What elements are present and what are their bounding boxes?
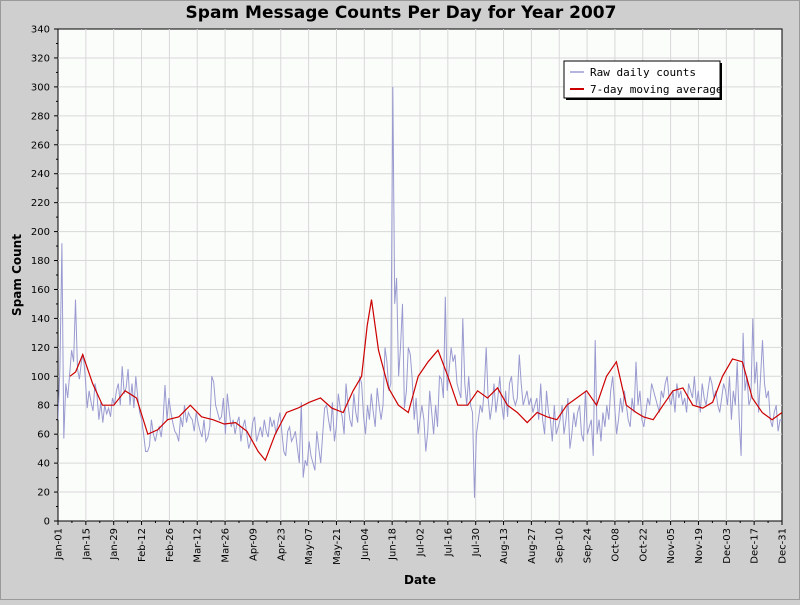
y-tick-label: 0 xyxy=(44,517,50,528)
x-tick-label: Jul-02 xyxy=(416,528,427,557)
y-tick-label: 320 xyxy=(31,53,50,64)
x-tick-label: Dec-31 xyxy=(778,528,789,564)
y-tick-label: 260 xyxy=(31,140,50,151)
x-tick-label: Jan-01 xyxy=(54,528,65,561)
x-tick-label: May-21 xyxy=(332,528,343,565)
x-tick-label: Dec-17 xyxy=(750,528,761,564)
x-tick-label: Aug-27 xyxy=(527,528,538,564)
y-tick-label: 100 xyxy=(31,372,50,383)
y-tick-label: 40 xyxy=(37,459,50,470)
x-tick-label: Feb-12 xyxy=(137,528,148,562)
y-tick-label: 340 xyxy=(31,25,50,36)
x-tick-label: Jan-15 xyxy=(81,528,92,561)
y-tick-label: 240 xyxy=(31,169,50,180)
y-tick-label: 200 xyxy=(31,227,50,238)
x-tick-label: Aug-13 xyxy=(499,528,510,564)
y-tick-label: 160 xyxy=(31,285,50,296)
y-tick-label: 20 xyxy=(37,488,50,499)
legend-label: 7-day moving average xyxy=(590,83,722,96)
x-tick-label: Jun-18 xyxy=(388,528,399,561)
y-tick-label: 140 xyxy=(31,314,50,325)
x-tick-label: Sep-10 xyxy=(555,528,566,563)
x-tick-label: Nov-19 xyxy=(694,528,705,564)
y-tick-label: 280 xyxy=(31,111,50,122)
x-tick-label: Oct-08 xyxy=(610,528,621,562)
x-tick-label: Dec-03 xyxy=(722,528,733,564)
x-tick-label: May-07 xyxy=(304,528,315,565)
x-tick-label: Mar-26 xyxy=(221,528,232,563)
legend-box xyxy=(563,60,721,99)
series-7-day-moving-average xyxy=(69,299,782,462)
y-tick-label: 60 xyxy=(37,430,50,441)
x-tick-label: Mar-12 xyxy=(193,528,204,563)
x-tick-label: Jul-30 xyxy=(471,528,482,557)
x-tick-label: Sep-24 xyxy=(583,528,594,563)
y-tick-label: 180 xyxy=(31,256,50,267)
x-tick-label: Jul-16 xyxy=(443,528,454,557)
legend-label: Raw daily counts xyxy=(590,66,696,79)
x-tick-label: Nov-05 xyxy=(666,528,677,564)
y-tick-label: 220 xyxy=(31,198,50,209)
x-tick-label: Feb-26 xyxy=(165,528,176,562)
chart-title: Spam Message Counts Per Day for Year 200… xyxy=(185,3,617,23)
x-tick-label: Apr-09 xyxy=(248,528,259,561)
x-tick-label: Oct-22 xyxy=(638,528,649,562)
y-tick-label: 300 xyxy=(31,82,50,93)
y-axis-title: Spam Count xyxy=(10,234,24,316)
x-axis-title: Date xyxy=(404,573,436,587)
y-tick-label: 120 xyxy=(31,343,50,354)
x-tick-label: Apr-23 xyxy=(276,528,287,561)
series-raw-daily-counts xyxy=(58,86,782,498)
y-tick-label: 80 xyxy=(37,401,50,412)
x-tick-label: Jun-04 xyxy=(360,528,371,561)
x-tick-label: Jan-29 xyxy=(109,528,120,561)
